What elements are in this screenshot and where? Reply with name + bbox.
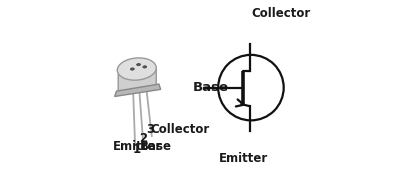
Ellipse shape xyxy=(130,68,134,70)
Text: 2: 2 xyxy=(140,132,148,145)
Polygon shape xyxy=(115,84,161,96)
Text: Base: Base xyxy=(140,139,172,153)
Ellipse shape xyxy=(143,66,147,68)
Text: Collector: Collector xyxy=(150,123,210,136)
Text: Emitter: Emitter xyxy=(113,139,162,153)
Text: 3: 3 xyxy=(146,123,154,136)
Text: Base: Base xyxy=(192,81,229,94)
Text: Collector: Collector xyxy=(252,7,311,20)
Ellipse shape xyxy=(137,63,140,66)
Text: Emitter: Emitter xyxy=(219,152,269,165)
Polygon shape xyxy=(118,67,156,94)
Text: 1: 1 xyxy=(133,143,141,156)
Ellipse shape xyxy=(117,58,156,80)
